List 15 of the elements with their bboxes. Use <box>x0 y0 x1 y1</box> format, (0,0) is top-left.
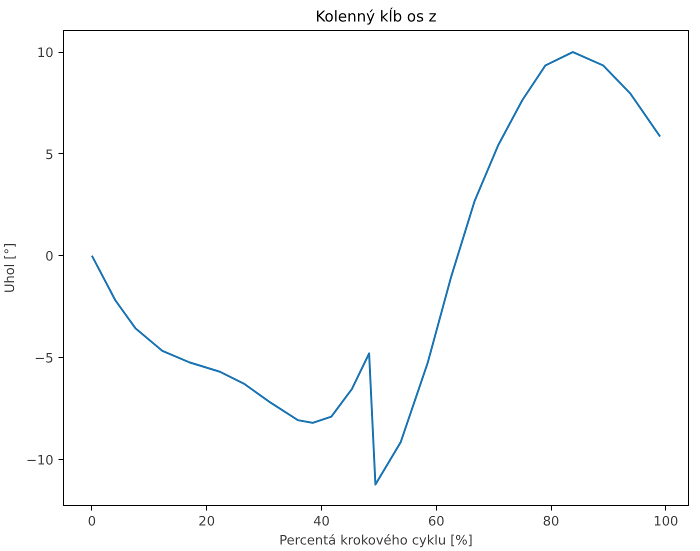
x-tick-label: 0 <box>88 514 96 530</box>
x-tick-label: 60 <box>428 514 445 530</box>
y-axis-title: Uhol [°] <box>3 242 18 294</box>
y-tick-label: −10 <box>26 453 54 468</box>
x-tick-label: 80 <box>542 514 560 530</box>
y-tick-label: 0 <box>45 250 54 265</box>
x-tick-label: 40 <box>313 514 330 530</box>
y-tick-label: 5 <box>45 148 54 163</box>
line-series <box>90 51 662 486</box>
chart-title: Kolenný kĺb os z <box>315 8 437 26</box>
x-tick-label: 100 <box>653 514 678 530</box>
x-tick-label: 20 <box>198 514 215 530</box>
x-axis-title: Percentá krokového cyklu [%] <box>279 534 473 548</box>
y-tick-label: 10 <box>36 46 54 62</box>
y-tick-label: −5 <box>34 351 54 366</box>
